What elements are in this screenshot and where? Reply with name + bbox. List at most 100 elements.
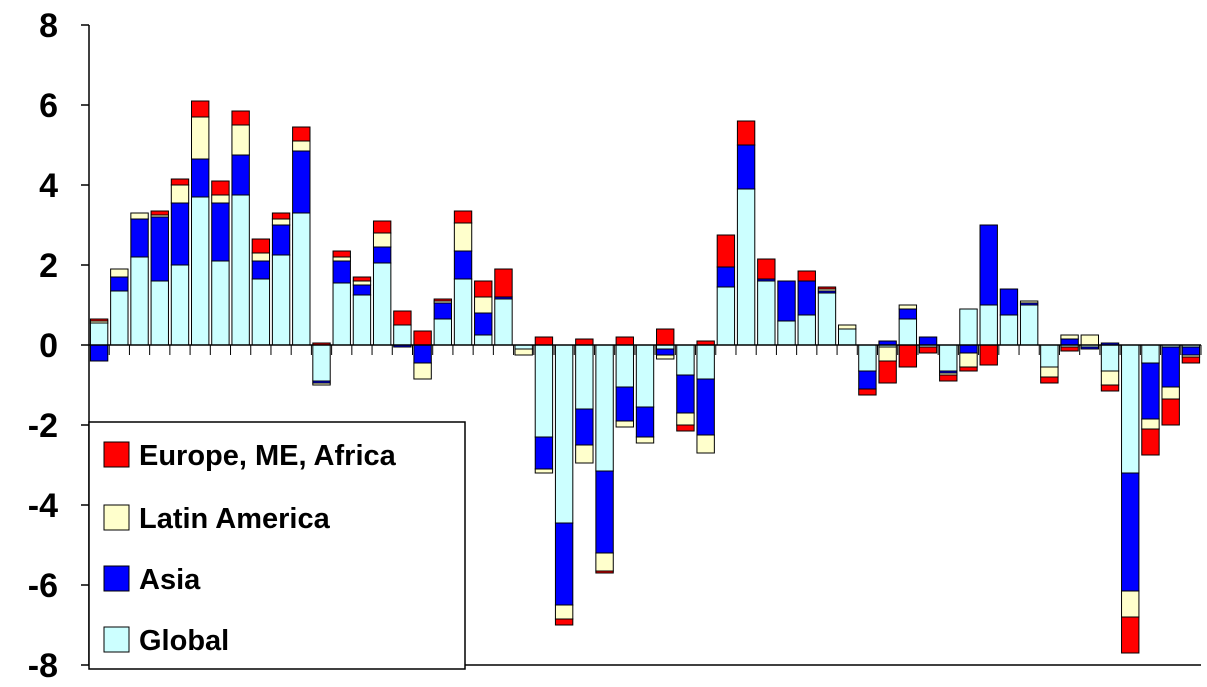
legend-swatch-global — [103, 626, 130, 653]
bar-segment-europe-me-africa-9 — [251, 238, 271, 254]
bar-segment-asia-36 — [797, 280, 816, 316]
bar-segment-asia-13 — [332, 260, 351, 284]
bar-segment-europe-me-africa-48 — [1040, 376, 1059, 384]
bar-segment-global-39 — [858, 344, 877, 372]
bar-segment-latin-america-3 — [130, 212, 149, 220]
legend-label-europe: Europe, ME, Africa — [139, 440, 397, 472]
bar-segment-europe-me-africa-14 — [352, 276, 372, 282]
legend-swatch-latin-america — [103, 504, 130, 531]
bar-segment-global-16 — [393, 324, 412, 346]
bar-segment-latin-america-38 — [837, 324, 857, 330]
bar-segment-global-48 — [1040, 344, 1059, 368]
bar-segment-europe-me-africa-40 — [878, 360, 897, 384]
bar-segment-europe-me-africa-54 — [1161, 398, 1180, 426]
bar-segment-global-31 — [696, 344, 715, 380]
y-tick-label: 2 — [39, 247, 58, 285]
bar-segment-latin-america-53 — [1141, 418, 1160, 430]
bar-segment-europe-me-africa-26 — [595, 570, 614, 574]
bar-segment-asia-18 — [433, 302, 453, 320]
bar-segment-latin-america-9 — [251, 252, 271, 262]
bar-segment-latin-america-29 — [656, 354, 675, 360]
bar-segment-global-41 — [898, 318, 918, 346]
bar-segment-global-9 — [251, 278, 271, 346]
bar-segment-asia-53 — [1141, 362, 1160, 420]
bar-segment-global-23 — [534, 344, 554, 438]
bar-segment-asia-42 — [918, 336, 938, 346]
bar-segment-asia-33 — [736, 144, 756, 190]
bar-segment-global-25 — [575, 344, 594, 410]
bar-segment-europe-me-africa-30 — [676, 424, 695, 432]
bar-segment-europe-me-africa-51 — [1100, 384, 1120, 392]
bar-segment-europe-me-africa-42 — [918, 346, 938, 354]
bar-segment-asia-25 — [575, 408, 594, 446]
bar-segment-global-37 — [817, 292, 837, 346]
bar-segment-global-47 — [1019, 304, 1039, 346]
bar-segment-asia-5 — [170, 202, 190, 266]
bar-segment-europe-me-africa-20 — [474, 280, 493, 298]
bar-segment-global-18 — [433, 318, 453, 346]
bar-segment-asia-1 — [89, 344, 109, 362]
bar-segment-global-27 — [615, 344, 634, 388]
bar-segment-asia-14 — [352, 284, 372, 296]
bar-segment-asia-20 — [474, 312, 493, 336]
bar-segment-latin-america-47 — [1019, 300, 1039, 304]
bar-segment-global-38 — [837, 328, 857, 346]
bar-segment-latin-america-44 — [959, 352, 978, 368]
bar-segment-latin-america-23 — [534, 468, 554, 474]
bar-segment-europe-me-africa-34 — [757, 258, 776, 280]
y-tick-label: 8 — [39, 7, 58, 45]
bar-segment-asia-9 — [251, 260, 271, 280]
bar-segment-global-1 — [89, 322, 109, 346]
bar-segment-asia-10 — [271, 224, 291, 256]
bar-segment-latin-america-11 — [292, 140, 311, 152]
bar-segment-europe-me-africa-44 — [959, 366, 978, 372]
bar-segment-asia-7 — [211, 202, 230, 262]
bar-segment-europe-me-africa-21 — [494, 268, 513, 298]
bar-segment-asia-54 — [1161, 346, 1180, 388]
bar-segment-global-26 — [595, 344, 614, 472]
bar-segment-europe-me-africa-36 — [797, 270, 816, 282]
bar-segment-asia-6 — [191, 158, 210, 198]
bar-segment-europe-me-africa-29 — [656, 328, 675, 346]
bar-segment-asia-32 — [716, 266, 736, 288]
bar-segment-asia-30 — [676, 374, 695, 414]
bar-segment-latin-america-51 — [1100, 370, 1120, 386]
bar-segment-latin-america-26 — [595, 552, 614, 572]
bar-segment-latin-america-28 — [635, 436, 655, 444]
bar-segment-global-44 — [959, 308, 978, 346]
bar-segment-europe-me-africa-32 — [716, 234, 736, 268]
bar-segment-global-3 — [130, 256, 149, 346]
bar-segment-asia-23 — [534, 436, 554, 470]
bar-segment-asia-44 — [959, 344, 978, 354]
bar-segment-europe-me-africa-11 — [292, 126, 311, 142]
bar-segment-latin-america-27 — [615, 420, 634, 428]
bar-segment-latin-america-48 — [1040, 366, 1059, 378]
bar-segment-latin-america-2 — [110, 268, 129, 278]
bar-segment-asia-49 — [1060, 338, 1079, 346]
legend-label-asia: Asia — [139, 564, 201, 596]
bar-segment-europe-me-africa-15 — [372, 220, 392, 234]
legend-frame — [88, 421, 466, 670]
bar-segment-latin-america-24 — [554, 604, 574, 620]
bar-segment-asia-45 — [979, 224, 998, 306]
y-tick-label: 0 — [39, 327, 58, 365]
bar-segment-asia-4 — [150, 216, 169, 282]
bar-segment-asia-28 — [635, 406, 655, 438]
bar-segment-global-15 — [372, 262, 392, 346]
bar-segment-europe-me-africa-5 — [170, 178, 190, 186]
bar-segment-latin-america-52 — [1121, 590, 1140, 618]
bar-segment-europe-me-africa-7 — [211, 180, 230, 196]
bar-segment-asia-17 — [413, 344, 432, 364]
bar-segment-global-45 — [979, 304, 998, 346]
bar-segment-europe-me-africa-37 — [817, 286, 837, 290]
bar-segment-global-10 — [271, 254, 291, 346]
bar-segment-europe-me-africa-18 — [433, 298, 453, 302]
bar-segment-asia-41 — [898, 308, 918, 320]
bar-segment-global-7 — [211, 260, 230, 346]
bar-segment-global-13 — [332, 282, 351, 346]
bar-segment-latin-america-41 — [898, 304, 918, 310]
bar-segment-europe-me-africa-33 — [736, 120, 756, 146]
bar-segment-europe-me-africa-53 — [1141, 428, 1160, 456]
bar-segment-europe-me-africa-49 — [1060, 346, 1079, 352]
bar-segment-latin-america-7 — [211, 194, 230, 204]
